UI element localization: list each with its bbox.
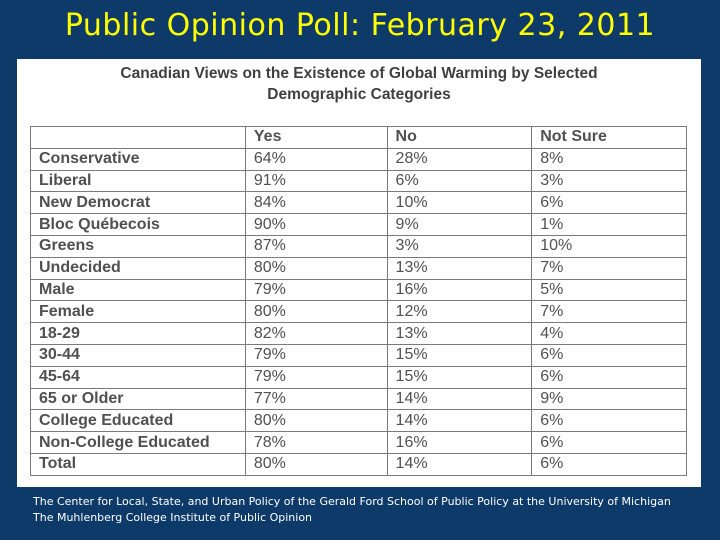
cell-yes: 79% [244,343,388,367]
row-label: 18-29 [30,322,246,345]
cell-not-sure: 8% [531,147,687,171]
table-title-line-2: Demographic Categories [267,86,451,103]
table-row: 45-64 79% 15% 6% [30,365,687,389]
cell-no: 15% [386,365,533,389]
table-row: 30-44 79% 15% 6% [30,343,687,367]
row-label: 30-44 [30,343,246,367]
header-row: Yes No Not Sure [30,126,687,149]
table-row: Undecided 80% 13% 7% [30,256,687,280]
table-title-line-1: Canadian Views on the Existence of Globa… [120,65,598,82]
cell-not-sure: 3% [531,169,687,193]
cell-no: 13% [386,322,533,345]
cell-not-sure: 1% [531,213,687,236]
row-label: Non-College Educated [30,431,246,454]
poll-table: Yes No Not Sure Conservative 64% 28% 8% Libe… [30,126,687,476]
source-citation: The Center for Local, State, and Urban P… [33,495,671,524]
row-label: 65 or Older [30,387,246,411]
cell-yes: 78% [244,431,388,454]
cell-yes: 80% [244,256,388,280]
cell-no: 10% [386,191,533,215]
cell-not-sure: 6% [531,452,687,476]
row-label: 45-64 [30,365,246,389]
table-panel: Canadian Views on the Existence of Globa… [17,59,701,487]
cell-no: 16% [386,431,533,454]
row-label: Total [30,452,246,476]
cell-no: 28% [386,147,533,171]
row-label: Conservative [30,147,246,171]
table-title: Canadian Views on the Existence of Globa… [17,63,701,105]
cell-no: 9% [386,213,533,236]
cell-not-sure: 10% [531,234,687,258]
cell-not-sure: 4% [531,322,687,345]
cell-not-sure: 9% [531,387,687,411]
table-row: Bloc Québecois 90% 9% 1% [30,213,687,236]
cell-no: 14% [386,387,533,411]
cell-yes: 79% [244,365,388,389]
header-cell-not-sure: Not Sure [531,126,687,149]
table-row: Conservative 64% 28% 8% [30,147,687,171]
row-label: Greens [30,234,246,258]
table-row: New Democrat 84% 10% 6% [30,191,687,215]
table-row: Non-College Educated 78% 16% 6% [30,431,687,454]
table-row: 65 or Older 77% 14% 9% [30,387,687,411]
cell-yes: 77% [244,387,388,411]
table-row: College Educated 80% 14% 6% [30,409,687,433]
cell-yes: 64% [244,147,388,171]
table-row: Liberal 91% 6% 3% [30,169,687,193]
header-cell-no: No [386,126,533,149]
cell-no: 15% [386,343,533,367]
cell-yes: 80% [244,452,388,476]
cell-not-sure: 7% [531,300,687,324]
row-label: Bloc Québecois [30,213,246,236]
cell-yes: 91% [244,169,388,193]
cell-not-sure: 6% [531,191,687,215]
cell-yes: 84% [244,191,388,215]
cell-yes: 90% [244,213,388,236]
cell-no: 14% [386,452,533,476]
slide-title: Public Opinion Poll: February 23, 2011 [64,8,656,43]
row-label: Undecided [30,256,246,280]
cell-no: 13% [386,256,533,280]
header-cell-yes: Yes [244,126,388,149]
row-label: College Educated [30,409,246,433]
row-label: New Democrat [30,191,246,215]
table-body: Conservative 64% 28% 8% Liberal 91% 6% 3% New De… [30,147,687,476]
cell-not-sure: 6% [531,409,687,433]
cell-not-sure: 6% [531,343,687,367]
cell-not-sure: 6% [531,431,687,454]
cell-not-sure: 6% [531,365,687,389]
row-label: Liberal [30,169,246,193]
cell-yes: 87% [244,234,388,258]
row-label: Male [30,278,246,302]
cell-yes: 80% [244,409,388,433]
cell-no: 16% [386,278,533,302]
cell-no: 6% [386,169,533,193]
table-row: Greens 87% 3% 10% [30,234,687,258]
cell-yes: 80% [244,300,388,324]
cell-yes: 79% [244,278,388,302]
cell-not-sure: 5% [531,278,687,302]
table-row: Total 80% 14% 6% [30,452,687,476]
header-cell-category [30,126,246,149]
table-row: Female 80% 12% 7% [30,300,687,324]
cell-no: 3% [386,234,533,258]
cell-not-sure: 7% [531,256,687,280]
table-row: 18-29 82% 13% 4% [30,322,687,345]
cell-no: 12% [386,300,533,324]
cell-no: 14% [386,409,533,433]
row-label: Female [30,300,246,324]
table-row: Male 79% 16% 5% [30,278,687,302]
cell-yes: 82% [244,322,388,345]
